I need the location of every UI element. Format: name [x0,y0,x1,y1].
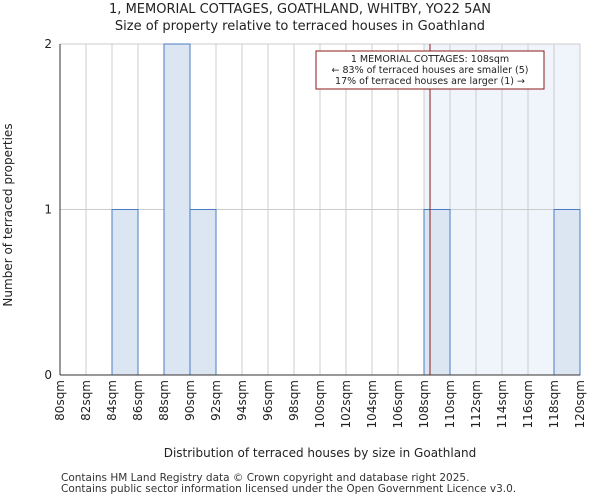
x-tick-label: 112sqm [469,380,483,428]
footer: Contains HM Land Registry data © Crown c… [61,473,516,495]
x-tick-label: 110sqm [443,380,457,428]
x-tick-label: 114sqm [495,380,509,428]
histogram-bar [423,209,451,376]
x-tick-label: 80sqm [53,380,67,421]
chart-subtitle: Size of property relative to terraced ho… [114,19,486,34]
y-tick-label: 2 [44,37,52,51]
annotation-line-2: ← 83% of terraced houses are smaller (5) [332,65,529,76]
x-tick-label: 116sqm [521,380,535,428]
x-tick-label: 84sqm [105,380,119,421]
x-tick-label: 104sqm [365,380,379,428]
x-tick-label: 88sqm [157,380,171,421]
x-tick-label: 94sqm [235,380,249,421]
x-tick-label: 86sqm [131,380,145,421]
chart-title: 1, MEMORIAL COTTAGES, GOATHLAND, WHITBY,… [109,2,491,17]
y-axis-label: Number of terraced properties [1,123,15,306]
footer-line-1: Contains HM Land Registry data © Crown c… [61,472,470,484]
annotation-box [315,50,545,90]
x-tick-label: 106sqm [391,380,405,428]
axis-layer: 0 1 2 80sqm 82sqm 84sqm 86sqm 88sqm 90sqm 92sqm 94… [44,37,587,428]
footer-line-2: Contains public sector information licen… [61,483,517,495]
x-tick-label: 108sqm [417,380,431,428]
x-axis-label: Distribution of terraced houses by size … [164,446,477,460]
x-tick-label: 100sqm [313,380,327,428]
x-tick-label: 120sqm [573,380,587,428]
x-tick-label: 98sqm [287,380,301,421]
y-tick-label: 0 [44,368,52,382]
annotation-line-1: 1 MEMORIAL COTTAGES: 108sqm [351,54,509,65]
annotation-layer: 1 MEMORIAL COTTAGES: 108sqm ← 83% of ter… [315,50,545,90]
histogram-bar [189,209,217,376]
x-tick-label: 90sqm [183,380,197,421]
histogram-bar [553,209,581,376]
annotation-line-3: 17% of terraced houses are larger (1) → [335,76,525,87]
x-tick-label: 96sqm [261,380,275,421]
histogram-chart: 0 1 2 80sqm 82sqm 84sqm 86sqm 88sqm 90sqm 92sqm 94… [1,37,587,460]
y-tick-label: 1 [44,203,52,217]
histogram-bar [111,209,139,376]
x-tick-label: 118sqm [547,380,561,428]
x-tick-label: 82sqm [79,380,93,421]
x-tick-label: 92sqm [209,380,223,421]
histogram-bar [163,43,191,376]
x-tick-label: 102sqm [339,380,353,428]
